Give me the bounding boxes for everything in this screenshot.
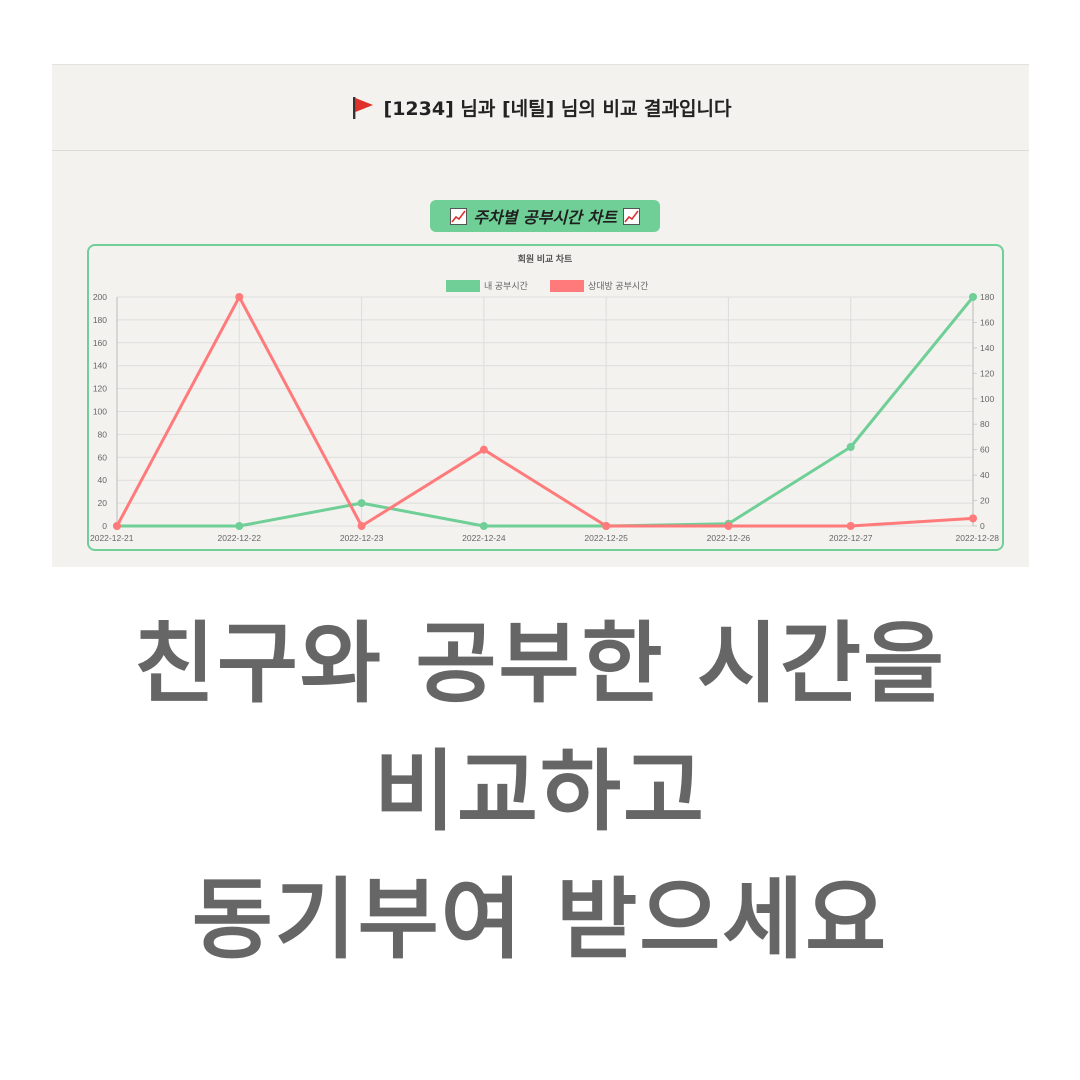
y-right-tick-label: 160 [980,317,994,327]
y-right-tick-label: 100 [980,394,994,404]
y-right-tick-label: 0 [980,521,985,531]
x-tick-label: 2022-12-23 [340,533,384,543]
data-point [969,514,977,523]
y-left-tick-label: 200 [93,292,107,302]
headline-line-2: 비교하고 [374,740,706,843]
y-left-tick-label: 120 [93,384,107,394]
y-left-tick-label: 40 [98,475,108,485]
data-point [113,522,121,530]
legend-label: 내 공부시간 [484,281,528,291]
data-point [357,499,366,508]
y-right-tick-label: 140 [980,343,994,353]
y-left-tick-label: 80 [98,429,108,439]
red-flag-icon [352,96,373,119]
y-right-tick-label: 60 [980,445,990,455]
data-point [479,445,488,454]
legend-swatch [550,280,584,292]
y-right-tick-label: 40 [980,470,990,480]
legend-swatch [446,280,480,292]
x-tick-label: 2022-12-26 [707,533,751,543]
data-point [846,442,855,451]
y-left-tick-label: 160 [93,338,107,348]
y-right-tick-label: 80 [980,419,990,429]
series-line [117,296,975,528]
y-left-tick-label: 180 [93,315,107,325]
chart-increasing-icon [450,207,468,225]
data-point [235,522,244,530]
result-header: [1234] 님과 [네틸] 님의 비교 결과입니다 [52,65,1029,151]
headline-line-3: 동기부여 받으세요 [191,868,889,971]
y-left-tick-label: 100 [93,407,107,417]
data-point [357,522,366,530]
weekly-chart-label: 주차별 공부시간 차트 [473,208,617,227]
weekly-chart-badge: 주차별 공부시간 차트 [430,200,660,232]
x-tick-label: 2022-12-28 [956,533,1000,543]
data-point [724,522,733,530]
data-point [846,522,855,530]
comparison-panel: [1234] 님과 [네틸] 님의 비교 결과입니다 주차별 공부시간 차트 회… [52,64,1029,567]
y-left-tick-label: 60 [98,452,108,462]
series-line [115,295,974,528]
chart-increasing-icon [622,207,640,225]
x-tick-label: 2022-12-24 [462,533,506,543]
x-tick-label: 2022-12-22 [218,533,262,543]
promo-headline: 친구와 공부한 시간을 비교하고 동기부여 받으세요 [0,600,1080,984]
y-right-tick-label: 120 [980,368,994,378]
data-point [235,293,244,301]
legend-label: 상대방 공부시간 [588,281,648,291]
y-right-tick-label: 20 [980,496,990,506]
data-point [969,293,977,301]
x-tick-label: 2022-12-21 [90,533,134,543]
chart-title: 회원 비교 차트 [518,253,573,264]
y-left-tick-label: 20 [98,498,108,508]
data-point [479,522,488,530]
y-left-tick-label: 140 [93,361,107,371]
data-point [602,522,611,530]
result-title: [1234] 님과 [네틸] 님의 비교 결과입니다 [383,98,732,120]
y-left-tick-label: 0 [102,521,107,531]
headline-line-1: 친구와 공부한 시간을 [134,612,946,715]
x-tick-label: 2022-12-25 [584,533,628,543]
y-right-tick-label: 180 [980,292,994,302]
x-tick-label: 2022-12-27 [829,533,873,543]
comparison-line-chart: 회원 비교 차트내 공부시간 상대방 공부시간 0 20 40 60 80 100 120 140… [90,253,1000,543]
